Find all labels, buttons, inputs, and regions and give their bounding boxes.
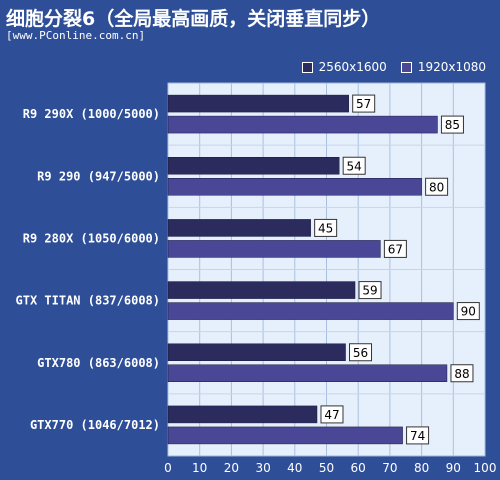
data-label: 45 bbox=[318, 221, 333, 235]
x-tick-label: 100 bbox=[474, 461, 497, 475]
data-label: 59 bbox=[362, 284, 377, 298]
bar-1920x1080 bbox=[167, 364, 448, 382]
source-url: [www.PConline.com.cn] bbox=[6, 29, 146, 42]
data-label: 88 bbox=[454, 367, 469, 381]
data-label-box bbox=[320, 405, 344, 424]
x-tick-label: 30 bbox=[255, 461, 270, 475]
data-label-box bbox=[349, 343, 373, 362]
data-label: 85 bbox=[445, 118, 460, 132]
legend-swatch-1920x1080 bbox=[400, 61, 412, 73]
data-label-box bbox=[352, 94, 376, 113]
data-label: 74 bbox=[410, 429, 425, 443]
bar-2560x1600 bbox=[167, 343, 346, 361]
legend-item-2560x1600: 2560x1600 bbox=[301, 60, 387, 74]
bar-2560x1600 bbox=[167, 157, 340, 175]
legend-label-2560x1600: 2560x1600 bbox=[318, 60, 387, 74]
legend-swatch-2560x1600 bbox=[301, 61, 313, 73]
bar-2560x1600 bbox=[167, 94, 349, 113]
data-label: 67 bbox=[388, 242, 403, 256]
bar-1920x1080 bbox=[167, 240, 381, 258]
x-tick-label: 90 bbox=[446, 461, 461, 475]
data-label-box bbox=[425, 177, 449, 196]
x-tick-label: 10 bbox=[192, 461, 207, 475]
data-label-box bbox=[440, 115, 464, 134]
bar-1920x1080 bbox=[167, 426, 403, 445]
data-label-box bbox=[450, 364, 474, 383]
bar-2560x1600 bbox=[167, 281, 356, 299]
data-label: 56 bbox=[353, 346, 368, 360]
x-tick-label: 40 bbox=[287, 461, 302, 475]
category-label: R9 280X (1050/6000) bbox=[23, 231, 160, 245]
data-label-box bbox=[383, 239, 407, 258]
data-label: 80 bbox=[429, 180, 444, 194]
bar-1920x1080 bbox=[167, 178, 422, 196]
data-label-box bbox=[406, 426, 430, 445]
x-tick-label: 50 bbox=[319, 461, 334, 475]
data-label-box bbox=[456, 302, 480, 321]
category-label: R9 290 (947/5000) bbox=[37, 169, 160, 183]
data-label-box bbox=[358, 281, 382, 300]
bar-2560x1600 bbox=[167, 219, 311, 237]
x-tick-label: 80 bbox=[414, 461, 429, 475]
category-label: GTX TITAN (837/6008) bbox=[16, 294, 161, 308]
category-label: R9 290X (1000/5000) bbox=[23, 107, 160, 121]
legend: 2560x1600 1920x1080 bbox=[288, 60, 486, 74]
data-label: 57 bbox=[356, 97, 371, 111]
bar-1920x1080 bbox=[167, 115, 438, 134]
chart-title: 细胞分裂6（全局最高画质，关闭垂直同步） bbox=[6, 8, 381, 30]
category-label: GTX780 (863/6008) bbox=[37, 356, 160, 370]
bar-2560x1600 bbox=[167, 405, 318, 424]
data-label: 54 bbox=[347, 159, 362, 173]
data-label: 47 bbox=[324, 408, 339, 422]
bar-1920x1080 bbox=[167, 302, 454, 320]
legend-label-1920x1080: 1920x1080 bbox=[417, 60, 486, 74]
x-tick-label: 20 bbox=[224, 461, 239, 475]
data-label-box bbox=[314, 218, 338, 237]
data-label-box bbox=[342, 156, 366, 175]
x-tick-label: 0 bbox=[164, 461, 172, 475]
category-label: GTX770 (1046/7012) bbox=[30, 418, 160, 432]
data-label: 90 bbox=[461, 305, 476, 319]
x-tick-label: 70 bbox=[382, 461, 397, 475]
legend-item-1920x1080: 1920x1080 bbox=[400, 60, 486, 74]
x-tick-label: 60 bbox=[351, 461, 366, 475]
